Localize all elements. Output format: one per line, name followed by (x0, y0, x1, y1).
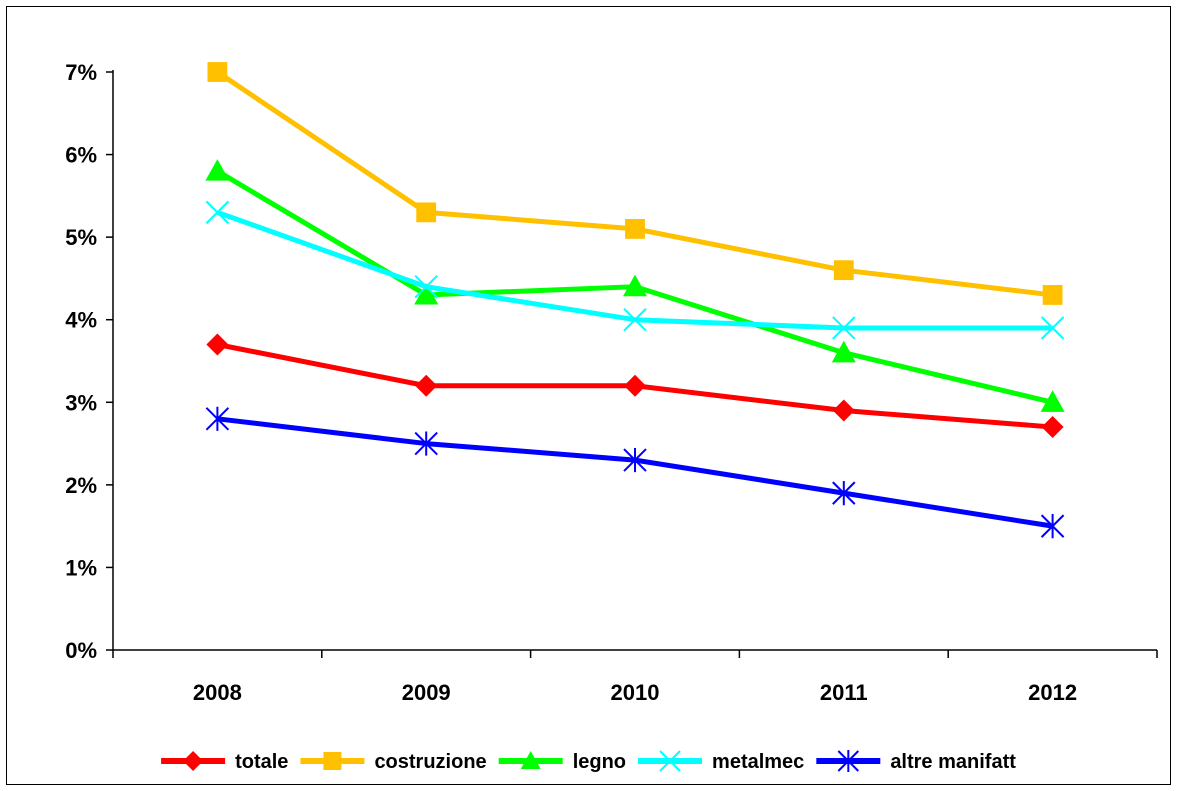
data-point-x (623, 308, 647, 332)
x-axis: 2008 2009 2010 2011 2012 (112, 649, 1158, 705)
data-point-diamond (832, 399, 855, 422)
y-axis: 0% 1% 2% 3% 4% 5% 6% 7% (65, 60, 114, 663)
x-tick-label: 2009 (402, 680, 451, 705)
y-tick-label: 3% (65, 390, 97, 415)
data-point-asterisk (1040, 514, 1065, 539)
data-point-asterisk (205, 406, 230, 431)
data-point-square (1042, 285, 1063, 305)
legend-item-legno: legno (498, 751, 626, 773)
x-tick-label: 2010 (611, 680, 660, 705)
y-tick-label: 5% (65, 225, 97, 250)
data-point-triangle (623, 274, 647, 297)
y-tick-label: 0% (65, 638, 97, 663)
chart-frame (6, 6, 1171, 785)
y-tick-label: 2% (65, 473, 97, 498)
legend-marker-square (323, 752, 342, 770)
data-point-diamond (1041, 416, 1064, 439)
data-point-square (625, 218, 645, 239)
data-point-square (207, 62, 228, 82)
data-point-x (414, 274, 438, 299)
data-point-diamond (206, 333, 229, 356)
legend-label: altre manifatt (890, 751, 1016, 773)
data-point-triangle (831, 340, 856, 363)
data-point-diamond (624, 374, 646, 397)
x-tick-label: 2012 (1028, 680, 1077, 705)
legend-marker-diamond (183, 751, 204, 771)
data-point-asterisk (623, 447, 647, 473)
series-layer (205, 62, 1065, 539)
y-tick-label: 6% (65, 143, 97, 168)
y-tick-label: 1% (65, 555, 97, 580)
legend: totale costruzione legno metalmec altre mani… (161, 750, 1016, 773)
y-tick-label: 7% (65, 60, 97, 85)
legend-label: costruzione (374, 751, 486, 773)
data-point-x (205, 200, 230, 225)
data-point-asterisk (832, 481, 856, 506)
series-altre-manifatt (205, 406, 1065, 539)
series-totale (206, 333, 1064, 439)
legend-marker-triangle (520, 751, 541, 769)
legend-item-altre-manifatt: altre manifatt (816, 750, 1016, 773)
legend-item-costruzione: costruzione (300, 751, 487, 773)
data-point-triangle (1040, 390, 1065, 412)
legend-label: legno (573, 751, 626, 773)
series-line (216, 69, 1053, 298)
legend-marker-asterisk (837, 750, 860, 772)
data-point-x (1040, 316, 1065, 340)
data-point-x (832, 316, 856, 340)
series-metalmec (205, 200, 1065, 340)
y-tick-label: 4% (65, 308, 97, 333)
legend-item-metalmec: metalmec (638, 750, 804, 773)
data-point-asterisk (414, 431, 438, 456)
data-point-triangle (414, 282, 439, 305)
legend-label: metalmec (712, 751, 804, 773)
data-point-square (416, 202, 437, 223)
series-line (217, 416, 1053, 529)
legend-label: totale (235, 751, 288, 773)
legend-marker-x (659, 750, 681, 772)
series-legno (205, 159, 1065, 412)
data-point-triangle (205, 159, 230, 181)
x-tick-label: 2008 (193, 680, 242, 705)
x-tick-label: 2011 (820, 680, 868, 705)
data-point-square (833, 260, 854, 281)
data-point-diamond (415, 374, 438, 397)
legend-item-totale: totale (161, 751, 288, 773)
series-costruzione (207, 62, 1063, 305)
